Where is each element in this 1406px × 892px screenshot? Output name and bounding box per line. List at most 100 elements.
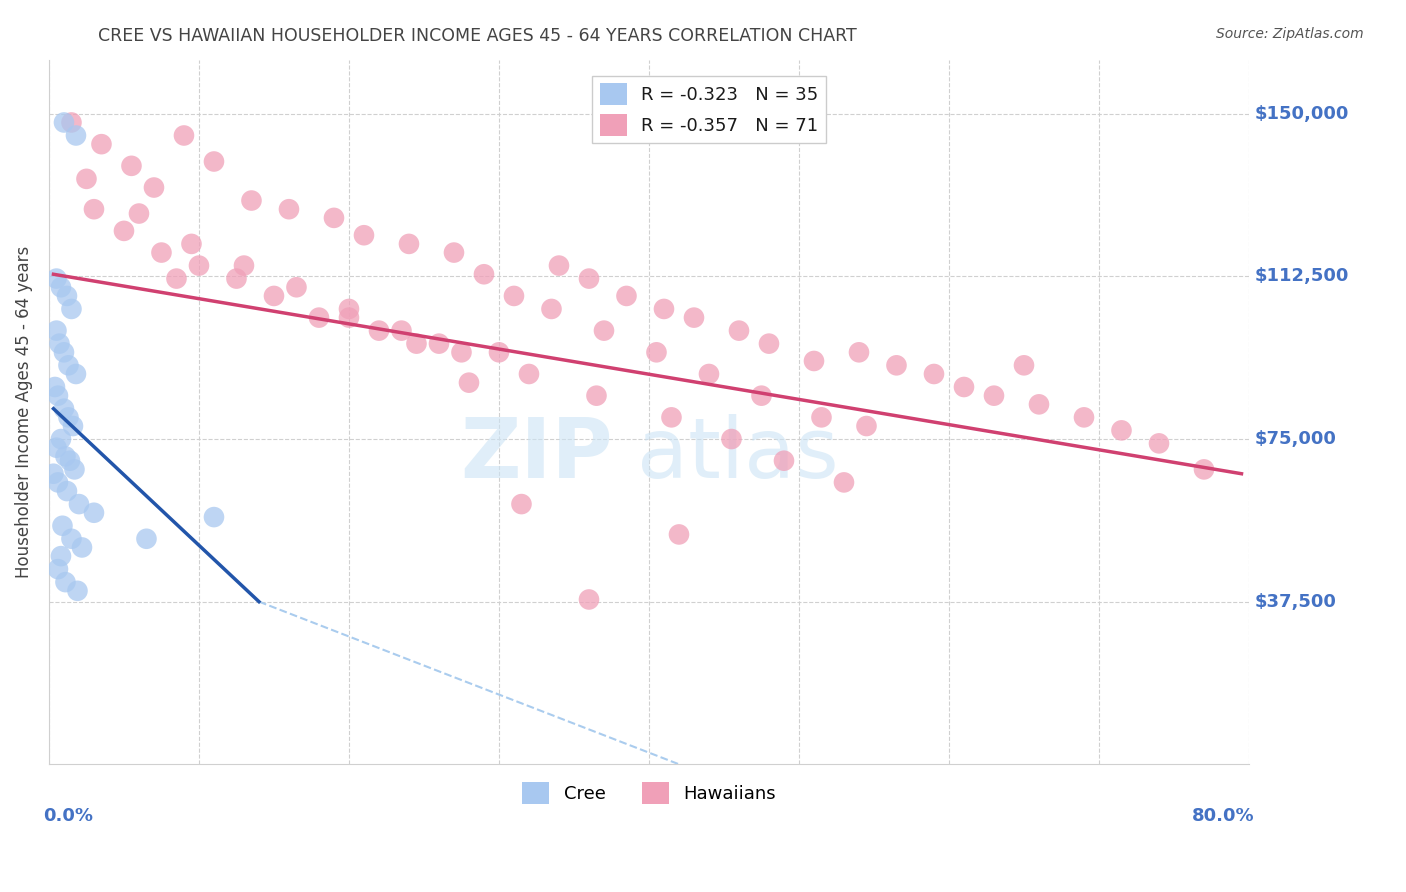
Point [48,336,70,351]
Point [308,310,330,325]
Point [60,301,83,316]
Point [49,280,72,294]
Point [121,159,143,173]
Point [337,301,360,316]
Point [45,324,67,338]
Point [112,224,135,238]
Point [67,497,90,511]
Point [166,271,188,285]
Point [1192,462,1215,476]
Text: atlas: atlas [637,414,839,495]
Point [180,236,202,251]
Point [65,128,87,143]
Point [62,419,84,434]
Point [398,236,420,251]
Point [46,389,69,403]
Point [83,506,105,520]
Point [353,228,375,243]
Point [202,510,225,524]
Point [683,310,706,325]
Text: $150,000: $150,000 [1256,104,1350,123]
Point [458,376,481,390]
Point [758,336,780,351]
Point [368,324,391,338]
Point [143,180,166,194]
Text: 0.0%: 0.0% [44,806,93,824]
Point [337,310,360,325]
Point [42,467,65,481]
Point [728,324,751,338]
Y-axis label: Householder Income Ages 45 - 64 years: Householder Income Ages 45 - 64 years [15,246,32,578]
Point [60,115,83,129]
Point [616,289,638,303]
Point [202,154,225,169]
Point [517,367,540,381]
Point [46,475,69,490]
Point [922,367,945,381]
Point [70,541,93,555]
Point [1073,410,1095,425]
Point [751,389,773,403]
Point [810,410,832,425]
Point [83,202,105,217]
Point [720,432,742,446]
Point [135,532,157,546]
Point [405,336,427,351]
Point [128,206,150,220]
Point [450,345,472,359]
Point [240,194,263,208]
Point [540,301,562,316]
Point [45,271,67,285]
Point [488,345,510,359]
Point [472,267,495,281]
Point [652,301,675,316]
Point [45,441,67,455]
Point [60,532,83,546]
Point [225,271,247,285]
Point [58,359,80,373]
Point [886,359,908,373]
Point [46,562,69,576]
Point [668,527,690,541]
Point [285,280,308,294]
Point [52,401,75,416]
Point [49,549,72,563]
Point [56,289,79,303]
Point [578,271,600,285]
Point [52,345,75,359]
Point [150,245,173,260]
Text: CREE VS HAWAIIAN HOUSEHOLDER INCOME AGES 45 - 64 YEARS CORRELATION CHART: CREE VS HAWAIIAN HOUSEHOLDER INCOME AGES… [98,27,858,45]
Point [55,575,77,590]
Point [59,454,82,468]
Point [661,410,683,425]
Point [52,115,75,129]
Point [443,245,465,260]
Point [803,354,825,368]
Point [953,380,976,394]
Legend: Cree, Hawaiians: Cree, Hawaiians [515,775,783,812]
Point [188,259,211,273]
Point [1028,397,1050,411]
Point [510,497,533,511]
Text: $37,500: $37,500 [1256,592,1337,611]
Point [1012,359,1035,373]
Point [1147,436,1170,450]
Point [645,345,668,359]
Point [503,289,526,303]
Text: $75,000: $75,000 [1256,430,1337,448]
Text: ZIP: ZIP [461,414,613,495]
Point [263,289,285,303]
Point [585,389,607,403]
Point [173,128,195,143]
Point [278,202,301,217]
Point [848,345,870,359]
Point [63,462,86,476]
Point [56,484,79,499]
Text: $112,500: $112,500 [1256,268,1350,285]
Point [90,137,112,152]
Point [391,324,413,338]
Point [76,172,98,186]
Point [44,380,66,394]
Point [832,475,855,490]
Point [58,410,80,425]
